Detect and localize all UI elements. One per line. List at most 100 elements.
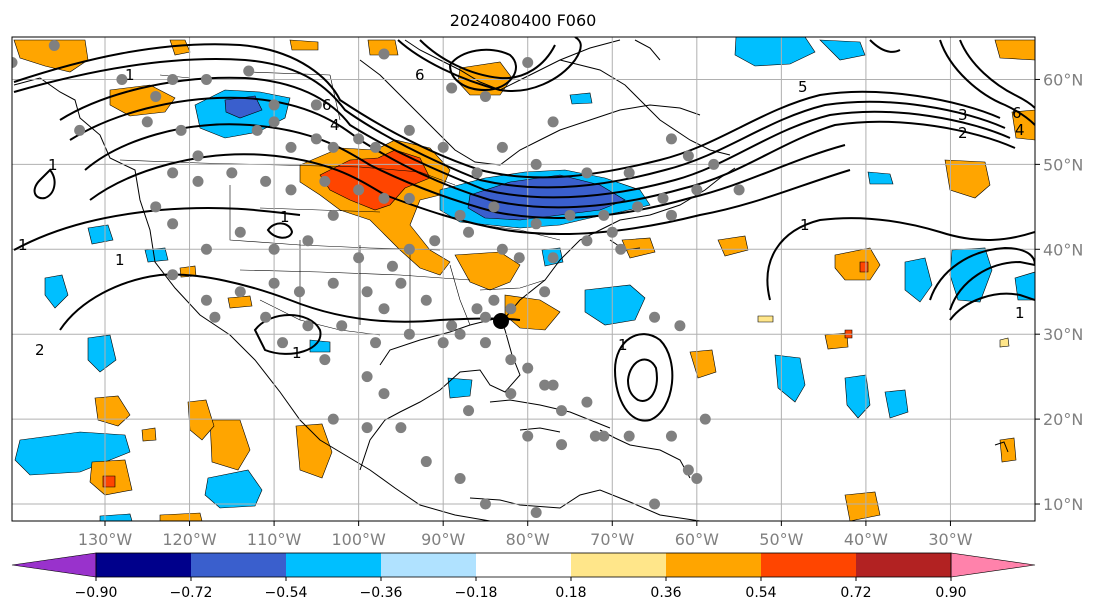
station-marker — [471, 303, 483, 315]
station-marker — [319, 175, 331, 187]
station-marker — [471, 167, 483, 179]
colorbar-segment — [666, 553, 761, 577]
station-marker — [234, 226, 246, 238]
station-marker — [437, 337, 449, 349]
station-marker — [454, 473, 466, 485]
station-marker — [522, 430, 534, 442]
station-marker — [192, 150, 204, 162]
station-marker — [234, 286, 246, 298]
contour-label: 1 — [48, 156, 58, 174]
station-marker — [310, 99, 322, 111]
station-marker — [116, 73, 128, 85]
contour-label: 3 — [958, 106, 968, 124]
station-marker — [682, 464, 694, 476]
station-marker — [192, 175, 204, 187]
station-marker — [488, 294, 500, 306]
station-marker — [589, 430, 601, 442]
station-marker — [547, 116, 559, 128]
station-marker — [496, 141, 508, 153]
contour-label: 4 — [330, 116, 340, 134]
station-marker — [200, 294, 212, 306]
station-marker — [141, 116, 153, 128]
station-marker — [167, 218, 179, 230]
station-marker — [386, 260, 398, 272]
station-marker — [733, 184, 745, 196]
contour-label: 1 — [125, 66, 135, 84]
colorbar-tick-label: −0.54 — [265, 585, 308, 601]
station-marker — [479, 498, 491, 510]
station-marker — [463, 405, 475, 417]
station-marker — [691, 184, 703, 196]
colorbar-extend-min — [11, 552, 97, 578]
lon-tick-label: 60°W — [675, 530, 719, 549]
station-marker — [539, 379, 551, 391]
station-marker — [454, 209, 466, 221]
station-marker — [12, 56, 18, 68]
station-marker — [429, 235, 441, 247]
station-marker — [268, 243, 280, 255]
station-marker — [708, 158, 720, 170]
station-marker — [200, 243, 212, 255]
station-marker — [403, 243, 415, 255]
colorbar-tick-label: 0.90 — [935, 585, 966, 601]
contour-label: 1 — [115, 251, 125, 269]
station-marker — [361, 422, 373, 434]
station-marker — [547, 252, 559, 264]
contour-label: 2 — [35, 341, 45, 359]
contour-label: 1 — [618, 336, 628, 354]
coastlines — [13, 39, 1009, 521]
lat-tick-label: 10°N — [1043, 495, 1083, 514]
colorbar-segment — [286, 553, 381, 577]
station-marker — [454, 328, 466, 340]
lat-tick-label: 50°N — [1043, 155, 1083, 174]
station-marker — [682, 150, 694, 162]
station-marker — [530, 218, 542, 230]
station-marker — [615, 243, 627, 255]
map-panel: 1 1 1 1 1 1 1 1 1 2 2 3 4 4 5 6 6 6 — [11, 36, 1036, 522]
station-marker — [200, 73, 212, 85]
station-marker — [505, 303, 517, 315]
contour-label: 6 — [1012, 104, 1022, 122]
station-marker — [268, 277, 280, 289]
lon-tick-label: 80°W — [506, 530, 550, 549]
lon-tick-label: 50°W — [759, 530, 803, 549]
station-marker — [598, 209, 610, 221]
station-marker — [327, 413, 339, 425]
station-marker — [167, 269, 179, 281]
colorbar-tick-label: −0.36 — [360, 585, 403, 601]
contour-label: 1 — [280, 208, 290, 226]
station-marker — [167, 167, 179, 179]
station-marker — [598, 430, 610, 442]
station-marker — [319, 354, 331, 366]
lat-tick-label: 60°N — [1043, 70, 1083, 89]
station-marker — [581, 396, 593, 408]
contour-label: 6 — [415, 66, 425, 84]
station-marker — [150, 90, 162, 102]
station-marker — [632, 201, 644, 213]
colorbar-tick-label: −0.18 — [455, 585, 498, 601]
station-marker — [437, 141, 449, 153]
station-marker — [649, 311, 661, 323]
station-marker — [479, 337, 491, 349]
colorbar-segment — [476, 553, 571, 577]
colorbar-tick-label: −0.72 — [170, 585, 213, 601]
lat-tick-label: 30°N — [1043, 325, 1083, 344]
contour-label: 1 — [1015, 304, 1025, 322]
station-marker — [699, 413, 711, 425]
station-marker — [395, 277, 407, 289]
station-marker — [403, 124, 415, 136]
station-marker — [361, 286, 373, 298]
lon-tick-label: 100°W — [331, 530, 386, 549]
station-marker — [674, 320, 686, 332]
contour-label: 1 — [292, 344, 302, 362]
colorbar-segment — [96, 553, 191, 577]
station-marker — [463, 226, 475, 238]
colorbar-tick-label: −0.90 — [75, 585, 118, 601]
colorbar-segment — [856, 553, 951, 577]
station-marker — [260, 311, 272, 323]
contour-label: 5 — [798, 78, 808, 96]
station-marker — [327, 141, 339, 153]
contour-label: 4 — [1015, 121, 1025, 139]
station-marker — [353, 133, 365, 145]
